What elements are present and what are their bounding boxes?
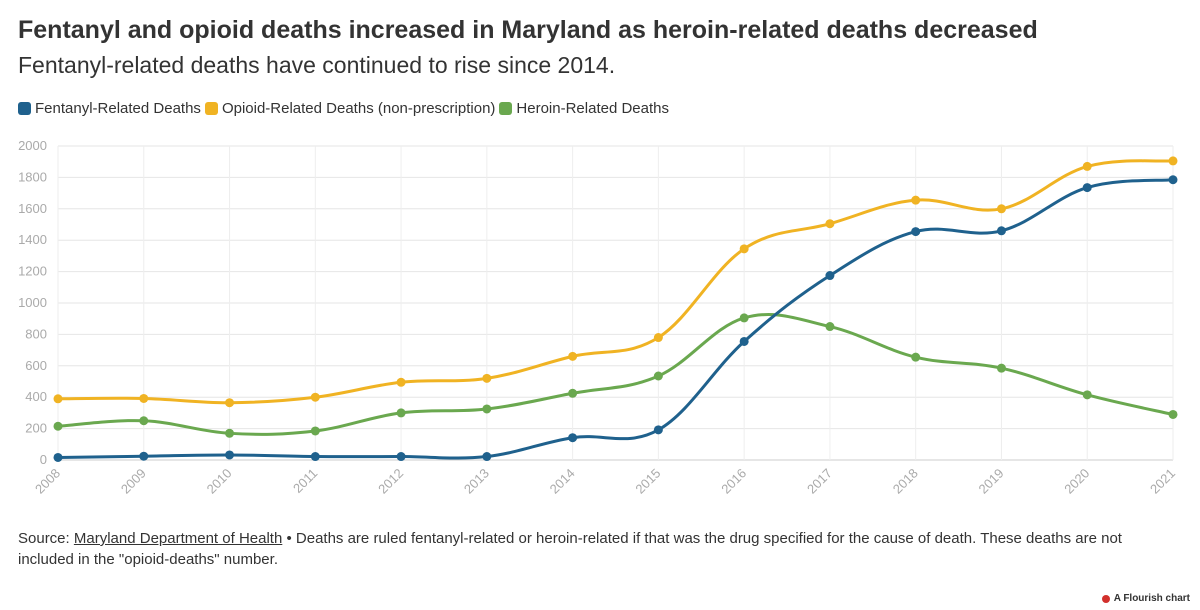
data-point-heroin-2011	[310, 426, 320, 436]
y-tick-label-1000: 1000	[18, 295, 47, 310]
flourish-logo-icon	[1101, 594, 1110, 603]
data-point-opioid-2016	[739, 244, 749, 254]
legend-swatch-opioid	[204, 102, 218, 115]
x-tick-label-2008: 2008	[32, 466, 63, 497]
legend-label-heroin: Heroin-Related Deaths	[516, 100, 669, 117]
data-point-opioid-2011	[310, 392, 320, 402]
legend-item-opioid[interactable]: Opioid-Related Deaths (non-prescription)	[204, 100, 496, 117]
legend-label-fentanyl: Fentanyl-Related Deaths	[35, 100, 201, 117]
data-point-heroin-2014	[568, 388, 578, 398]
y-tick-label-200: 200	[25, 421, 47, 436]
series-line-opioid	[56, 159, 1175, 405]
data-point-opioid-2010	[225, 398, 235, 408]
data-point-heroin-2015	[653, 371, 663, 381]
chart-subtitle: Fentanyl-related deaths have continued t…	[18, 52, 616, 78]
series-line-fentanyl	[56, 178, 1175, 460]
chart-title: Fentanyl and opioid deaths increased in …	[18, 16, 1038, 44]
x-tick-label-2014: 2014	[547, 466, 578, 497]
data-point-opioid-2021	[1168, 156, 1178, 166]
legend: Fentanyl-Related Deaths Opioid-Related D…	[18, 100, 673, 117]
line-chart: 0 200 400 600 800 1000 1200 1400 1600 1800 2000 200…	[18, 138, 1178, 497]
data-point-heroin-2018	[911, 352, 921, 362]
credit-label: A Flourish chart	[1113, 593, 1190, 604]
source-prefix: Source:	[18, 530, 74, 547]
data-point-heroin-2017	[825, 322, 835, 332]
legend-item-heroin[interactable]: Heroin-Related Deaths	[499, 100, 669, 117]
legend-swatch-fentanyl	[18, 102, 31, 115]
data-point-fentanyl-2009	[139, 451, 149, 461]
y-tick-label-1400: 1400	[18, 232, 47, 247]
data-point-heroin-2013	[482, 404, 492, 414]
data-point-fentanyl-2016	[739, 336, 749, 346]
data-point-fentanyl-2013	[482, 452, 492, 462]
data-point-fentanyl-2015	[653, 425, 663, 435]
legend-label-opioid: Opioid-Related Deaths (non-prescription)	[221, 100, 496, 117]
y-tick-label-600: 600	[25, 358, 47, 373]
y-tick-label-800: 800	[25, 326, 47, 341]
x-tick-label-2021: 2021	[1147, 466, 1178, 497]
x-tick-label-2019: 2019	[976, 466, 1007, 497]
flourish-credit[interactable]: A Flourish chart	[1101, 593, 1190, 604]
x-tick-label-2015: 2015	[632, 466, 663, 497]
data-point-fentanyl-2020	[1082, 183, 1092, 193]
y-tick-label-400: 400	[25, 389, 47, 404]
y-tick-label-2000: 2000	[18, 138, 47, 153]
source-description: • Deaths are ruled fentanyl-related or h…	[18, 530, 1122, 568]
x-tick-label-2012: 2012	[375, 466, 406, 497]
data-point-fentanyl-2008	[53, 452, 63, 462]
y-tick-label-0: 0	[40, 452, 47, 467]
data-point-fentanyl-2017	[825, 271, 835, 281]
x-tick-label-2016: 2016	[718, 466, 749, 497]
data-point-heroin-2010	[225, 428, 235, 438]
source-note: Source: Maryland Department of Health • …	[18, 528, 1178, 570]
series-line-heroin	[56, 313, 1175, 436]
data-point-opioid-2008	[53, 394, 63, 404]
data-point-heroin-2020	[1082, 390, 1092, 400]
data-point-heroin-2016	[739, 313, 749, 323]
source-link[interactable]: Maryland Department of Health	[73, 530, 283, 547]
x-tick-label-2009: 2009	[118, 466, 149, 497]
data-point-fentanyl-2021	[1168, 175, 1178, 185]
legend-swatch-heroin	[499, 102, 513, 115]
data-point-opioid-2013	[482, 373, 492, 383]
data-point-fentanyl-2010	[225, 450, 235, 460]
y-tick-label-1800: 1800	[18, 169, 47, 184]
data-point-opioid-2009	[139, 393, 149, 403]
data-point-fentanyl-2011	[310, 452, 320, 462]
x-tick-label-2010: 2010	[204, 466, 235, 497]
x-tick-label-2017: 2017	[804, 466, 835, 497]
y-tick-label-1600: 1600	[18, 201, 47, 216]
x-tick-label-2011: 2011	[290, 466, 320, 496]
data-point-fentanyl-2018	[911, 227, 921, 237]
data-point-opioid-2014	[568, 351, 578, 361]
data-point-opioid-2019	[996, 204, 1006, 214]
data-point-fentanyl-2019	[996, 226, 1006, 236]
x-tick-label-2013: 2013	[461, 466, 492, 497]
data-point-fentanyl-2014	[568, 433, 578, 443]
data-point-opioid-2020	[1082, 161, 1092, 171]
x-tick-label-2020: 2020	[1061, 466, 1092, 497]
data-point-heroin-2009	[139, 416, 149, 426]
data-point-opioid-2017	[825, 219, 835, 229]
series-points	[53, 156, 1178, 462]
data-point-heroin-2012	[396, 408, 406, 418]
data-point-heroin-2021	[1168, 409, 1178, 419]
x-tick-label-2018: 2018	[890, 466, 921, 497]
data-point-heroin-2019	[996, 363, 1006, 373]
axis-labels: 0 200 400 600 800 1000 1200 1400 1600 1800 2000 200…	[18, 138, 1178, 497]
data-point-opioid-2012	[396, 377, 406, 387]
data-point-opioid-2015	[653, 333, 663, 343]
data-point-heroin-2008	[53, 421, 63, 431]
series-lines	[56, 159, 1175, 460]
grid-lines	[57, 145, 1174, 461]
legend-item-fentanyl[interactable]: Fentanyl-Related Deaths	[18, 100, 201, 117]
y-tick-label-1200: 1200	[18, 264, 47, 279]
data-point-opioid-2018	[911, 195, 921, 205]
data-point-fentanyl-2012	[396, 452, 406, 462]
